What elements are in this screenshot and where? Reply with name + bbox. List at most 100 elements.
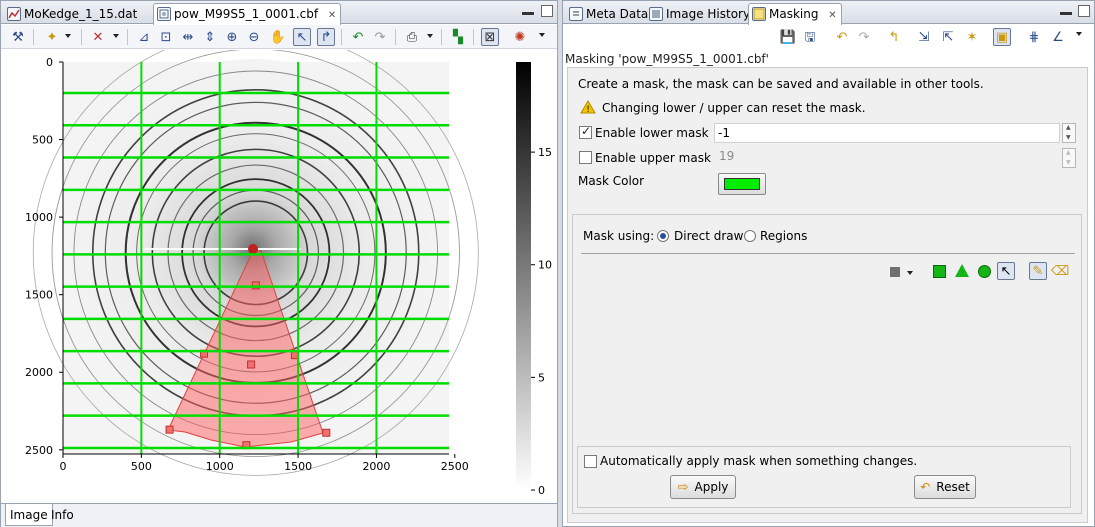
x-tick-label: 0 (60, 460, 67, 473)
redo-icon[interactable]: ↷ (374, 29, 386, 45)
mask-draw-icon[interactable]: ✎ (1029, 262, 1047, 280)
new-region-icon[interactable]: ✦ (46, 29, 58, 45)
upper-mask-spinner[interactable] (1062, 148, 1076, 168)
save-mask-icon[interactable]: 💾 (779, 29, 797, 45)
colorbar-tick-label: 0 (538, 484, 545, 497)
pointer-icon[interactable]: ↖ (293, 28, 311, 46)
tool-tab-bar: Meta Data Image History Masking ✕ (563, 1, 1094, 25)
tab-info[interactable]: Info (51, 508, 74, 522)
export-mask-icon[interactable]: ⇲ (918, 29, 930, 45)
histogram-icon[interactable]: ▚ (453, 29, 463, 45)
apply-button[interactable]: ⇨ Apply (670, 475, 736, 499)
tab-label: pow_M99S5_1_0001.cbf (174, 7, 319, 21)
zoom-in-icon[interactable]: ⊕ (226, 29, 238, 45)
mask-toggle-icon[interactable]: ▣ (993, 28, 1011, 46)
y-tick-label: 0 (46, 56, 53, 69)
vertical-zoom-icon[interactable]: ⇕ (204, 29, 216, 45)
crosshair-icon[interactable]: ⊠ (481, 28, 499, 46)
undo-mask-icon[interactable]: ↶ (836, 29, 848, 45)
colorbar-tick-label: 5 (538, 371, 545, 384)
reset-arrow-icon: ↶ (920, 480, 931, 494)
bottom-tab-bar: Image Info (1, 503, 557, 527)
y-tick-label: 2500 (25, 444, 53, 457)
pen-size-icon[interactable] (890, 267, 900, 277)
new-mask-icon[interactable]: ✶ (966, 29, 978, 45)
tab-image[interactable]: Image (5, 504, 53, 526)
beam-center-marker (248, 244, 258, 254)
masking-panel: Create a mask, the mask can be saved and… (567, 67, 1088, 523)
editor-tab-bar: MoKedge_1_15.dat pow_M99S5_1_0001.cbf ✕ (1, 1, 557, 25)
axis-tool-icon[interactable]: ⋕ (1028, 29, 1040, 45)
triangle-pen-icon[interactable] (955, 264, 969, 277)
maximize-icon[interactable] (541, 5, 553, 17)
masking-title: Masking 'pow_M99S5_1_0001.cbf' (565, 52, 769, 66)
diffraction-ring (51, 48, 460, 457)
undo-icon[interactable]: ↶ (352, 29, 364, 45)
reset-label: Reset (936, 480, 970, 494)
pointer-icon[interactable]: ↖ (997, 262, 1015, 280)
regions-radio[interactable] (744, 230, 756, 242)
tab-meta-data[interactable]: Meta Data (565, 3, 653, 24)
masking-toolbar: 💾 🖫 ↶ ↷ ↰ ⇲ ⇱ ✶ ▣ ⋕ ∠ (563, 25, 1094, 49)
tab-image-history[interactable]: Image History (645, 3, 755, 24)
mask-color-button[interactable] (718, 173, 766, 195)
axis-config-icon[interactable]: ✕ (92, 29, 104, 45)
minimize-icon[interactable] (522, 12, 534, 15)
divider (581, 253, 1075, 254)
apply-group: Automatically apply mask when something … (577, 446, 1071, 508)
y-tick-label: 1500 (25, 289, 53, 302)
tab-label: Image History (666, 7, 751, 21)
keep-aspect-icon[interactable]: ↱ (317, 28, 335, 46)
warning-icon: ! (580, 100, 596, 115)
upper-mask-label: Enable upper mask (595, 151, 711, 165)
upper-mask-checkbox[interactable] (579, 151, 592, 164)
plot-canvas[interactable]: 0 500 1000 1500 2000 2500 0 500 1000 1500 2000 250… (1, 29, 557, 502)
upper-mask-field[interactable]: 19 (719, 149, 735, 163)
tool-view-pane: Meta Data Image History Masking ✕ 💾 🖫 ↶ … (562, 0, 1095, 527)
direct-draw-radio[interactable] (657, 230, 669, 242)
maximize-icon[interactable] (1078, 5, 1090, 17)
print-icon[interactable]: ⎙ (406, 29, 418, 45)
close-icon[interactable]: ✕ (828, 10, 837, 21)
close-icon[interactable]: ✕ (327, 10, 337, 21)
zoom-box-icon[interactable]: ⊡ (160, 29, 172, 45)
zoom-out-icon[interactable]: ⊖ (248, 29, 260, 45)
mask-color-swatch (724, 178, 760, 190)
plot-toolbar: ⚒ ✦ ✕ ⊿ ⊡ ⇹ ⇕ ⊕ ⊖ ✋ ↖ ↱ ↶ ↷ ⎙ ▚ ⊠ ✺ (1, 25, 557, 49)
pan-hand-icon[interactable]: ✋ (269, 29, 287, 45)
image-file-icon (157, 7, 171, 21)
profile-tool-icon[interactable]: ∠ (1052, 29, 1064, 45)
x-tick-label: 1500 (284, 460, 312, 473)
grid-lines (63, 62, 449, 454)
unmask-draw-icon[interactable]: ⌫ (1050, 263, 1070, 279)
mask-color-label: Mask Color (578, 174, 645, 188)
auto-apply-checkbox[interactable] (584, 455, 597, 468)
image-plot[interactable]: 0 500 1000 1500 2000 2500 0 500 1000 1500 2000 250… (1, 29, 557, 502)
tab-label: Masking (769, 7, 819, 21)
reset-button[interactable]: ↶ Reset (914, 475, 976, 499)
save-as-icon[interactable]: 🖫 (804, 29, 816, 45)
lower-mask-field[interactable]: -1 (714, 123, 1060, 143)
tab-pow-image[interactable]: pow_M99S5_1_0001.cbf ✕ (153, 3, 342, 25)
circle-pen-icon[interactable] (978, 265, 991, 278)
lower-mask-checkbox[interactable] (579, 124, 592, 139)
lower-mask-spinner[interactable] (1062, 123, 1076, 143)
history-icon (649, 7, 663, 21)
tab-masking[interactable]: Masking ✕ (748, 3, 842, 25)
regions-label: Regions (760, 229, 808, 243)
square-pen-icon[interactable] (933, 265, 946, 278)
diffraction-icon[interactable]: ✺ (514, 29, 526, 45)
redo-mask-icon[interactable]: ↷ (858, 29, 870, 45)
mask-using-label: Mask using: (583, 229, 655, 243)
import-mask-icon[interactable]: ⇱ (942, 29, 954, 45)
svg-text:!: ! (586, 105, 590, 114)
minimize-icon[interactable] (1060, 12, 1072, 15)
tools-icon[interactable]: ⚒ (12, 29, 24, 45)
back-icon[interactable]: ↰ (888, 29, 900, 45)
tab-mokedge[interactable]: MoKedge_1_15.dat (3, 3, 142, 24)
horizontal-zoom-icon[interactable]: ⇹ (182, 29, 194, 45)
y-tick-label: 1000 (25, 211, 53, 224)
colorbar-tick-label: 15 (538, 146, 552, 159)
reset-axes-icon[interactable]: ⊿ (138, 29, 150, 45)
x-tick-label: 500 (131, 460, 152, 473)
